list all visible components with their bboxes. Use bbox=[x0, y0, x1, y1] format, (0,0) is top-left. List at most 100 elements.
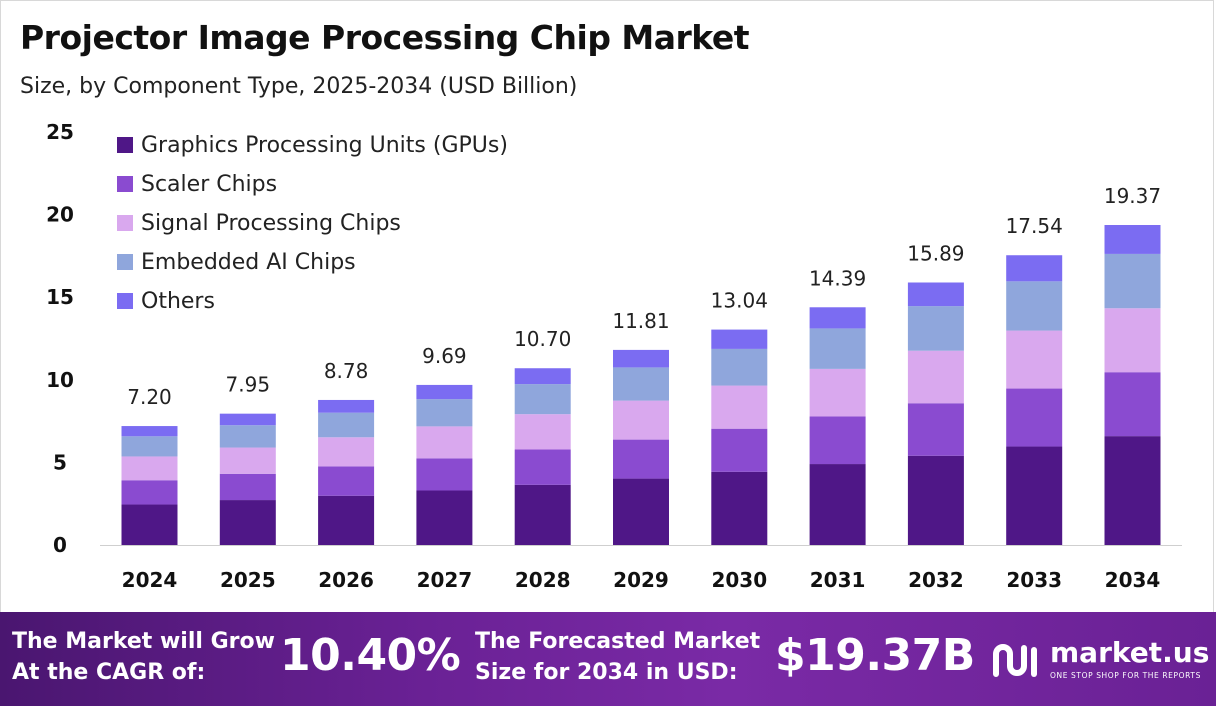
bar-segment bbox=[1104, 253, 1161, 309]
legend-swatch bbox=[117, 137, 133, 153]
x-tick-label: 2031 bbox=[810, 568, 866, 592]
bar-segment bbox=[219, 500, 276, 545]
bar-segment bbox=[809, 328, 866, 369]
bar-segment bbox=[711, 385, 768, 429]
forecast-label-line2: Size for 2034 in USD: bbox=[475, 660, 738, 685]
x-tick-label: 2028 bbox=[515, 568, 571, 592]
legend-swatch bbox=[117, 176, 133, 192]
bar-segment bbox=[514, 484, 571, 545]
bar-total-label: 11.81 bbox=[612, 309, 669, 333]
bar-total-label: 19.37 bbox=[1104, 184, 1161, 208]
bar-segment bbox=[1006, 388, 1063, 447]
bar-segment bbox=[1006, 281, 1063, 331]
x-tick-label: 2030 bbox=[711, 568, 767, 592]
x-tick-label: 2029 bbox=[613, 568, 669, 592]
bar-segment bbox=[1006, 446, 1063, 545]
bar-segment bbox=[514, 449, 571, 485]
bar-segment bbox=[711, 348, 768, 386]
bar-segment bbox=[318, 412, 375, 438]
y-tick-label: 10 bbox=[46, 368, 74, 392]
bar-segment bbox=[809, 368, 866, 417]
bar-total-label: 15.89 bbox=[907, 241, 964, 265]
legend-swatch bbox=[117, 254, 133, 270]
bar-segment bbox=[219, 413, 276, 426]
bar-segment bbox=[514, 384, 571, 415]
legend-swatch bbox=[117, 215, 133, 231]
bar-segment bbox=[219, 425, 276, 448]
x-tick-label: 2026 bbox=[318, 568, 374, 592]
bar-segment bbox=[318, 399, 375, 413]
bar-total-label: 13.04 bbox=[711, 289, 768, 313]
chart-subtitle: Size, by Component Type, 2025-2034 (USD … bbox=[20, 74, 578, 99]
bar-segment bbox=[1104, 436, 1161, 545]
y-tick-label: 15 bbox=[46, 285, 74, 309]
stacked-bar-chart: 05101520257.2020247.9520258.7820269.6920… bbox=[46, 120, 1182, 592]
bar-segment bbox=[907, 350, 964, 404]
bar-segment bbox=[1104, 308, 1161, 373]
bar-segment bbox=[907, 282, 964, 307]
bar-segment bbox=[1104, 372, 1161, 437]
y-tick-label: 0 bbox=[53, 533, 67, 557]
bar-segment bbox=[613, 367, 669, 401]
bar-segment bbox=[613, 478, 669, 545]
bar-segment bbox=[121, 456, 178, 481]
bar-total-label: 10.70 bbox=[514, 327, 571, 351]
forecast-value: $19.37B bbox=[775, 630, 975, 681]
forecast-label-line1: The Forecasted Market bbox=[475, 629, 761, 654]
cagr-label: The Market will Grow At the CAGR of: bbox=[12, 626, 275, 688]
bar-segment bbox=[907, 306, 964, 351]
x-tick-label: 2024 bbox=[122, 568, 178, 592]
legend-swatch bbox=[117, 293, 133, 309]
bar-total-label: 9.69 bbox=[422, 344, 467, 368]
x-tick-label: 2032 bbox=[908, 568, 964, 592]
bar-segment bbox=[416, 458, 473, 491]
bar-segment bbox=[711, 471, 768, 545]
bar-total-label: 7.20 bbox=[127, 385, 172, 409]
cagr-label-line1: The Market will Grow bbox=[12, 629, 275, 654]
bar-segment bbox=[318, 495, 375, 545]
cagr-label-line2: At the CAGR of: bbox=[12, 660, 206, 685]
bar-segment bbox=[514, 414, 571, 450]
bar-segment bbox=[907, 403, 964, 456]
market-us-logo-icon bbox=[993, 644, 1037, 677]
bar-segment bbox=[514, 368, 571, 385]
bar-segment bbox=[613, 400, 669, 440]
bar-segment bbox=[1006, 330, 1063, 389]
y-tick-label: 25 bbox=[46, 120, 74, 144]
bar-total-label: 8.78 bbox=[324, 359, 369, 383]
bar-segment bbox=[121, 436, 178, 457]
legend-label: Graphics Processing Units (GPUs) bbox=[141, 133, 508, 158]
legend-label: Others bbox=[141, 289, 215, 314]
bar-segment bbox=[809, 307, 866, 329]
bar-segment bbox=[416, 426, 473, 459]
bar-segment bbox=[121, 504, 178, 545]
y-tick-label: 5 bbox=[53, 450, 67, 474]
x-tick-label: 2027 bbox=[417, 568, 473, 592]
bar-segment bbox=[1006, 255, 1063, 282]
bar-segment bbox=[613, 349, 669, 368]
bar-segment bbox=[907, 455, 964, 545]
market-us-logo[interactable]: market.us ONE STOP SHOP FOR THE REPORTS bbox=[992, 636, 1212, 686]
legend-label: Embedded AI Chips bbox=[141, 250, 356, 275]
y-tick-label: 20 bbox=[46, 203, 74, 227]
legend-label: Scaler Chips bbox=[141, 172, 277, 197]
bar-segment bbox=[219, 473, 276, 501]
x-tick-label: 2034 bbox=[1105, 568, 1161, 592]
chart-title: Projector Image Processing Chip Market bbox=[20, 18, 750, 57]
bar-segment bbox=[809, 416, 866, 465]
x-tick-label: 2033 bbox=[1006, 568, 1062, 592]
bar-segment bbox=[121, 480, 178, 505]
bar-segment bbox=[416, 490, 473, 545]
bar-total-label: 7.95 bbox=[226, 373, 271, 397]
footer-banner: The Market will Grow At the CAGR of: 10.… bbox=[0, 612, 1216, 706]
bar-segment bbox=[318, 437, 375, 467]
forecast-label: The Forecasted Market Size for 2034 in U… bbox=[475, 626, 760, 688]
bar-segment bbox=[809, 464, 866, 545]
bar-segment bbox=[121, 426, 178, 437]
brand-name: market.us bbox=[1050, 636, 1210, 669]
bar-segment bbox=[416, 384, 473, 400]
legend-label: Signal Processing Chips bbox=[141, 211, 401, 236]
bar-segment bbox=[711, 329, 768, 349]
cagr-value: 10.40% bbox=[280, 630, 461, 681]
bar-segment bbox=[416, 399, 473, 427]
